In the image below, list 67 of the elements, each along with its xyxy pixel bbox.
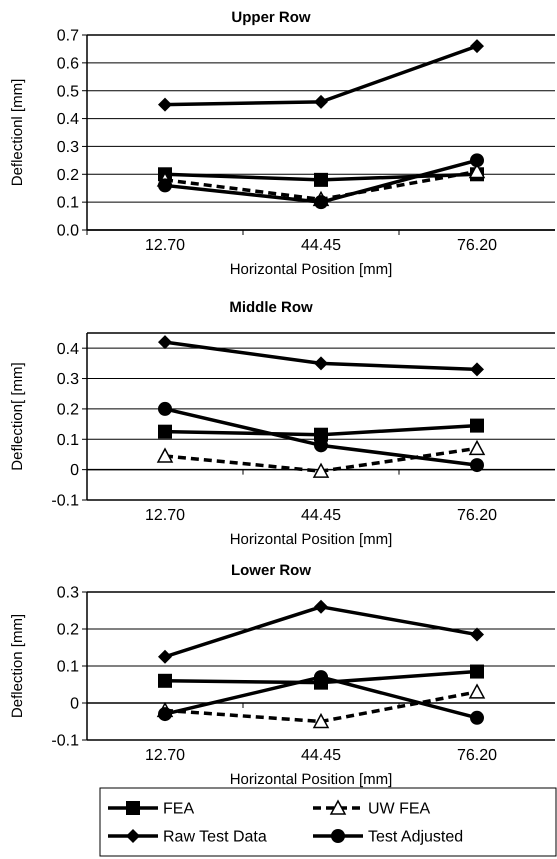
point [158, 335, 172, 350]
point [157, 448, 173, 463]
point [158, 402, 172, 416]
point [469, 440, 485, 456]
x-tick-label: 76.20 [456, 507, 498, 524]
point [314, 195, 328, 210]
y-axis-title: Deflection[ [mm] [9, 362, 26, 471]
x-tick-label: 76.20 [456, 237, 498, 254]
legend-label: Test Adjusted [368, 828, 464, 846]
point [314, 172, 328, 187]
y-tick-label: 0.3 [56, 584, 80, 602]
point [158, 178, 172, 192]
y-tick-label: 0.4 [56, 340, 80, 358]
legend-label: Raw Test Data [163, 828, 267, 846]
point [470, 39, 484, 54]
x-tick-label: 12.70 [144, 747, 186, 764]
y-tick-label: -0.1 [51, 732, 80, 750]
point [470, 664, 484, 679]
y-tick-label: 0.7 [56, 28, 80, 45]
point [470, 458, 484, 472]
point [158, 674, 172, 688]
point [314, 600, 328, 614]
y-tick-label: 0 [70, 462, 80, 480]
y-tick-label: 0.1 [56, 658, 80, 676]
y-tick-label: 0.6 [56, 55, 80, 72]
y-tick-label: 0.2 [56, 402, 80, 419]
y-tick-label: 0.4 [56, 111, 80, 128]
chart-title: Lower Row [230, 562, 312, 579]
legend-label: FEA [163, 800, 194, 818]
x-tick-label: 44.45 [300, 237, 342, 254]
x-tick-label: 12.70 [144, 507, 186, 524]
y-tick-label: 0.3 [56, 139, 80, 156]
y-tick-label: 0.5 [56, 83, 80, 100]
y-axis-title: Deflection [mm] [9, 614, 26, 718]
point [158, 424, 172, 439]
point [158, 650, 172, 664]
chart-title: Upper Row [231, 9, 311, 26]
point [313, 463, 329, 478]
legend-label: UW FEA [368, 800, 431, 818]
x-axis-title: Horizontal Position [mm] [230, 531, 392, 548]
y-tick-label: 0.3 [56, 371, 80, 388]
x-axis-title: Horizontal Position [mm] [230, 261, 392, 278]
y-tick-label: 0.2 [56, 622, 80, 639]
x-axis-title: Horizontal Position [mm] [230, 771, 392, 788]
point [158, 98, 172, 112]
point [470, 628, 484, 642]
point [158, 707, 172, 722]
y-tick-label: 0 [70, 696, 80, 713]
y-axis-title: Deflectionl [mm] [9, 78, 26, 186]
point [470, 153, 484, 168]
point [313, 714, 329, 728]
x-tick-label: 44.45 [300, 747, 342, 764]
point [314, 94, 328, 109]
point [470, 710, 484, 725]
point [469, 684, 485, 699]
point [314, 356, 328, 370]
x-tick-label: 76.20 [456, 747, 498, 764]
y-tick-label: 0.2 [56, 166, 80, 184]
x-tick-label: 44.45 [300, 507, 342, 524]
y-tick-label: 0.1 [56, 194, 80, 212]
y-tick-label: -0.1 [51, 492, 80, 510]
y-tick-label: 0.1 [56, 432, 80, 449]
point [470, 418, 484, 433]
chart-title: Middle Row [229, 299, 313, 316]
point [470, 362, 484, 376]
x-tick-label: 12.70 [144, 237, 186, 254]
y-tick-label: 0.0 [56, 222, 80, 240]
